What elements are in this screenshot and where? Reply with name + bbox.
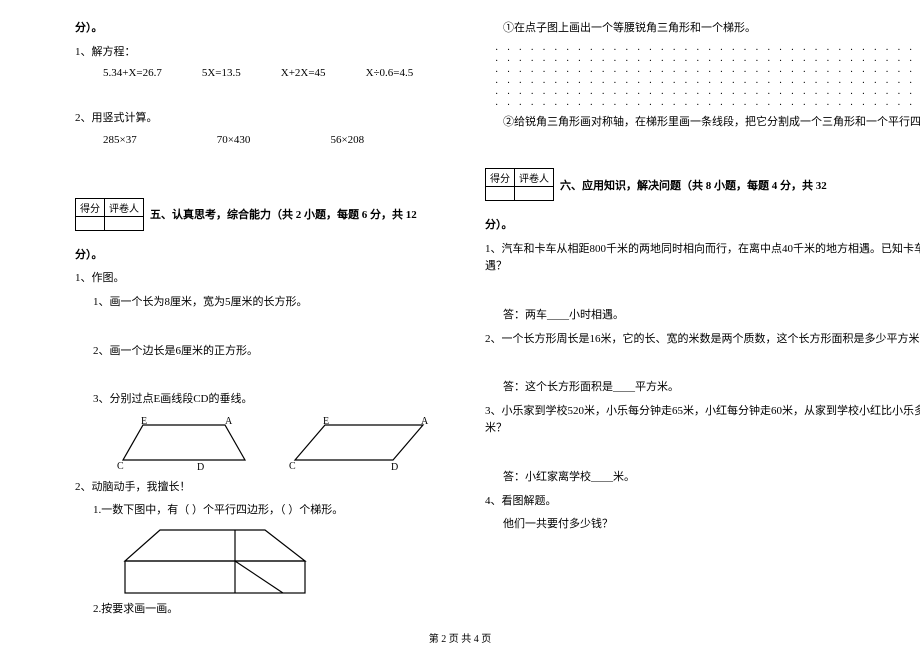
left-column: 分）。 1、解方程： 5.34+X=26.7 5X=13.5 X+2X=45 X… xyxy=(60,20,460,620)
section5-text: 五、认真思考，综合能力（共 2 小题，每题 6 分，共 12 xyxy=(150,206,417,222)
q6-1: 1、汽车和卡车从相距800千米的两地同时相向而行，在离中点40千米的地方相遇。已… xyxy=(485,241,920,276)
fen-close-r: 分）。 xyxy=(485,217,920,235)
eq: 285×37 xyxy=(103,134,137,146)
eq: 5.34+X=26.7 xyxy=(103,67,162,79)
label-E: E xyxy=(141,416,147,427)
s5-q1-1: 1、画一个长为8厘米，宽为5厘米的长方形。 xyxy=(93,294,435,312)
eq: 56×208 xyxy=(330,134,364,146)
s5-q1-3: 3、分别过点E画线段CD的垂线。 xyxy=(93,391,435,409)
eq: X÷0.6=4.5 xyxy=(366,67,414,79)
section5-title: 得分评卷人 五、认真思考，综合能力（共 2 小题，每题 6 分，共 12 xyxy=(75,198,435,231)
parallelogram-figure: E A C D xyxy=(285,415,435,475)
s5-q2-2: 2.按要求画一画。 xyxy=(93,601,435,619)
compound-figure xyxy=(115,526,335,601)
q6-4: 4、看图解题。 xyxy=(485,493,920,511)
s5-q1-2: 2、画一个边长是6厘米的正方形。 xyxy=(93,343,435,361)
right-column: ①在点子图上画出一个等腰锐角三角形和一个梯形。 · · · · · · · · … xyxy=(460,20,920,620)
eq: X+2X=45 xyxy=(281,67,326,79)
label-A: A xyxy=(225,416,233,427)
section6-text: 六、应用知识，解决问题（共 8 小题，每题 4 分，共 32 xyxy=(560,177,827,193)
label-C: C xyxy=(289,461,296,472)
label-D: D xyxy=(197,462,204,473)
fen-close: 分）。 xyxy=(75,20,435,38)
s5-q1: 1、作图。 xyxy=(75,270,435,288)
a6-2: 答：这个长方形面积是____平方米。 xyxy=(503,379,920,397)
eq: 70×430 xyxy=(217,134,251,146)
page-footer: 第 2 页 共 4 页 xyxy=(0,630,920,645)
a6-3: 答：小红家离学校____米。 xyxy=(503,469,920,487)
r1: ①在点子图上画出一个等腰锐角三角形和一个梯形。 xyxy=(503,20,920,38)
q6-3: 3、小乐家到学校520米，小乐每分钟走65米，小红每分钟走60米，从家到学校小红… xyxy=(485,403,920,438)
score-h2: 评卷人 xyxy=(105,198,144,216)
q2-label: 2、用竖式计算。 xyxy=(75,110,435,128)
q1-label: 1、解方程： xyxy=(75,44,435,62)
shapes-row: A E C D E A C D xyxy=(115,415,435,475)
score-h1: 得分 xyxy=(76,198,105,216)
label-E: E xyxy=(323,416,329,427)
eq-row-1: 5.34+X=26.7 5X=13.5 X+2X=45 X÷0.6=4.5 xyxy=(103,67,435,79)
a6-1: 答：两车____小时相遇。 xyxy=(503,307,920,325)
fen-close2: 分）。 xyxy=(75,247,435,265)
label-A: A xyxy=(421,416,429,427)
r2: ②给锐角三角形画对称轴，在梯形里画一条线段，把它分割成一个三角形和一个平行四边形… xyxy=(503,114,920,132)
q6-2: 2、一个长方形周长是16米，它的长、宽的米数是两个质数，这个长方形面积是多少平方… xyxy=(485,331,920,349)
s5-q2: 2、动脑动手，我擅长！ xyxy=(75,479,435,497)
dot-grid: · · · · · · · · · · · · · · · · · · · · … xyxy=(495,44,920,110)
score-box: 得分评卷人 xyxy=(75,198,144,231)
score-h1: 得分 xyxy=(486,169,515,187)
label-D: D xyxy=(391,462,398,473)
eq: 5X=13.5 xyxy=(202,67,241,79)
section6-title: 得分评卷人 六、应用知识，解决问题（共 8 小题，每题 4 分，共 32 xyxy=(485,168,920,201)
trapezoid-figure: A E C D xyxy=(115,415,255,475)
label-C: C xyxy=(117,461,124,472)
s5-q2-1: 1.一数下图中，有（ ）个平行四边形，（ ）个梯形。 xyxy=(93,502,435,520)
score-h2: 评卷人 xyxy=(515,169,554,187)
q6-4-1: 他们一共要付多少钱？ xyxy=(503,516,920,534)
score-box: 得分评卷人 xyxy=(485,168,554,201)
eq-row-2: 285×37 70×430 56×208 xyxy=(103,134,435,146)
